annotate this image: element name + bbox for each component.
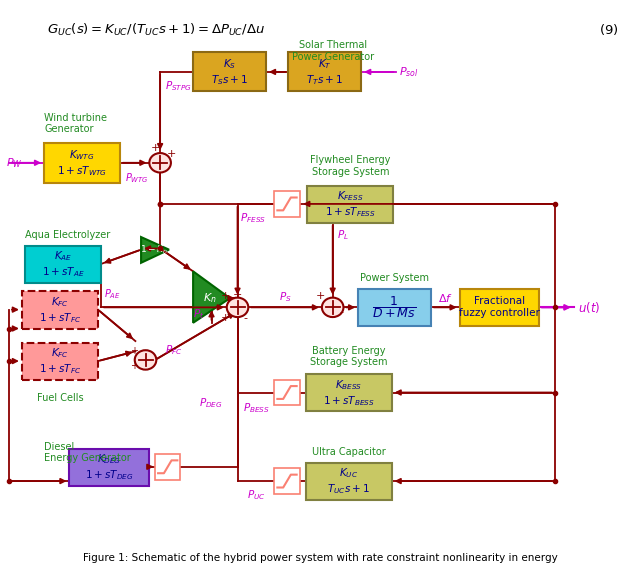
Text: $\Delta f$: $\Delta f$ — [438, 292, 453, 304]
Text: +: + — [151, 143, 160, 153]
Polygon shape — [193, 271, 230, 323]
FancyBboxPatch shape — [288, 53, 361, 91]
Text: $K_{AE}$
$1+sT_{AE}$: $K_{AE}$ $1+sT_{AE}$ — [42, 249, 84, 279]
Text: +: + — [166, 149, 176, 159]
Text: $P_{WTG}$: $P_{WTG}$ — [125, 171, 149, 185]
Text: Figure 1: Schematic of the hybrid power system with rate constraint nonlinearity: Figure 1: Schematic of the hybrid power … — [83, 553, 557, 563]
Text: $P_W$: $P_W$ — [6, 156, 22, 170]
Text: $P_{UC}$: $P_{UC}$ — [247, 489, 266, 503]
Text: Battery Energy
Storage System: Battery Energy Storage System — [310, 346, 388, 368]
FancyBboxPatch shape — [44, 143, 120, 183]
Text: Power System: Power System — [360, 273, 429, 283]
FancyBboxPatch shape — [306, 374, 392, 411]
Text: $K_{FC}$
$1+sT_{FC}$: $K_{FC}$ $1+sT_{FC}$ — [39, 347, 81, 376]
Text: $K_{FESS}$
$1+sT_{FESS}$: $K_{FESS}$ $1+sT_{FESS}$ — [324, 189, 376, 219]
FancyBboxPatch shape — [358, 288, 431, 325]
Text: $P_{STPG}$: $P_{STPG}$ — [164, 78, 191, 92]
Text: $P_{DEG}$: $P_{DEG}$ — [200, 396, 223, 410]
Circle shape — [135, 350, 156, 370]
FancyBboxPatch shape — [460, 288, 539, 325]
Text: $P_{sol}$: $P_{sol}$ — [399, 65, 419, 79]
FancyBboxPatch shape — [307, 186, 393, 223]
Text: $K_{BESS}$
$1+sT_{BESS}$: $K_{BESS}$ $1+sT_{BESS}$ — [323, 378, 374, 407]
Text: +: + — [233, 290, 242, 300]
Text: $\dfrac{1}{D+Ms}$: $\dfrac{1}{D+Ms}$ — [372, 294, 417, 320]
Text: $G_{UC}(s) = K_{UC}/(T_{UC}s+1) = \Delta P_{UC}/\Delta u$: $G_{UC}(s) = K_{UC}/(T_{UC}s+1) = \Delta… — [47, 21, 265, 38]
Text: $K_{DEG}$
$1+sT_{DEG}$: $K_{DEG}$ $1+sT_{DEG}$ — [84, 452, 133, 482]
Bar — [275, 380, 300, 406]
FancyBboxPatch shape — [22, 291, 98, 328]
Text: $P_{FC}$: $P_{FC}$ — [164, 343, 182, 357]
FancyBboxPatch shape — [306, 463, 392, 500]
Circle shape — [322, 298, 344, 317]
Text: Fuel Cells: Fuel Cells — [36, 392, 83, 403]
FancyBboxPatch shape — [22, 343, 98, 380]
Text: $K_{FC}$
$1+sT_{FC}$: $K_{FC}$ $1+sT_{FC}$ — [39, 295, 81, 325]
FancyBboxPatch shape — [25, 246, 101, 283]
Text: $(9)$: $(9)$ — [598, 21, 618, 36]
Polygon shape — [141, 237, 169, 263]
Text: $K_{UC}$
$T_{UC}s+1$: $K_{UC}$ $T_{UC}s+1$ — [328, 467, 371, 496]
Text: $K_n$: $K_n$ — [204, 291, 217, 305]
Text: $P_{FESS}$: $P_{FESS}$ — [241, 211, 266, 225]
FancyBboxPatch shape — [69, 448, 148, 486]
Text: $1-K_n$: $1-K_n$ — [140, 243, 168, 256]
Text: Fractional
fuzzy controller: Fractional fuzzy controller — [459, 296, 540, 318]
Text: +: + — [221, 291, 230, 301]
Text: $K_T$
$T_Ts+1$: $K_T$ $T_Ts+1$ — [307, 57, 343, 87]
Text: Diesel
Energy Generator: Diesel Energy Generator — [44, 441, 131, 463]
Text: Aqua Electrolyzer: Aqua Electrolyzer — [25, 230, 110, 240]
Text: +: + — [130, 361, 138, 370]
Text: Flywheel Energy
Storage System: Flywheel Energy Storage System — [310, 155, 390, 177]
Text: -: - — [339, 308, 343, 317]
Text: $P_t$: $P_t$ — [193, 308, 205, 321]
Circle shape — [149, 153, 171, 173]
Text: +: + — [221, 313, 230, 323]
Text: $K_S$
$T_Ss+1$: $K_S$ $T_Ss+1$ — [211, 57, 248, 87]
Text: $K_{WTG}$
$1+sT_{WTG}$: $K_{WTG}$ $1+sT_{WTG}$ — [57, 148, 107, 178]
Text: +: + — [130, 346, 138, 357]
Bar — [275, 191, 300, 217]
Text: -: - — [244, 313, 248, 323]
Text: $u(t)$: $u(t)$ — [577, 300, 600, 315]
Bar — [155, 454, 180, 479]
Bar — [275, 468, 300, 494]
Text: $P_S$: $P_S$ — [279, 290, 291, 304]
Text: $P_{AE}$: $P_{AE}$ — [104, 287, 121, 301]
Text: Ultra Capacitor: Ultra Capacitor — [312, 447, 386, 457]
Text: Wind turbine
Generator: Wind turbine Generator — [44, 113, 107, 134]
Circle shape — [227, 298, 248, 317]
Text: $P_L$: $P_L$ — [337, 228, 349, 242]
Text: $P_{BESS}$: $P_{BESS}$ — [243, 402, 270, 415]
Text: Solar Thermal
Power Generator: Solar Thermal Power Generator — [292, 40, 374, 62]
Text: +: + — [316, 291, 325, 301]
FancyBboxPatch shape — [193, 53, 266, 91]
